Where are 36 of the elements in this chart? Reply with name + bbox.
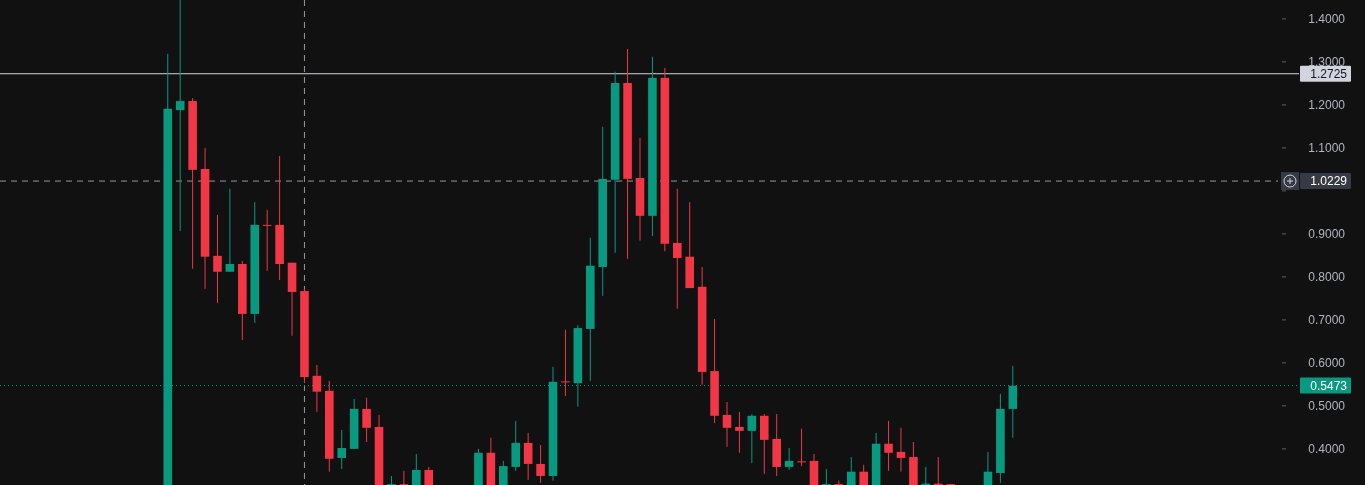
ref-line-label: 0.5473 bbox=[1310, 378, 1348, 393]
y-tick-label: 1.1000 bbox=[1308, 141, 1346, 156]
candlestick bbox=[896, 427, 906, 473]
candlestick bbox=[822, 468, 831, 485]
candlestick bbox=[859, 464, 868, 485]
y-tick-label: 0.8000 bbox=[1308, 270, 1346, 285]
candlestick bbox=[213, 214, 222, 304]
candlestick bbox=[225, 188, 235, 273]
y-tick-label: 1.2000 bbox=[1308, 98, 1346, 113]
candlestick bbox=[424, 466, 434, 485]
y-tick-label: 1.4000 bbox=[1308, 12, 1346, 27]
candlestick bbox=[747, 413, 757, 464]
y-tick-label: 0.4000 bbox=[1308, 442, 1346, 457]
ref-line-label: 1.0229 bbox=[1310, 174, 1348, 189]
y-tick-label: 0.6000 bbox=[1308, 356, 1346, 371]
candlestick bbox=[672, 188, 682, 310]
candlestick bbox=[412, 453, 421, 485]
candlestick bbox=[499, 460, 508, 485]
candlestick bbox=[735, 411, 744, 454]
candlestick bbox=[175, 0, 185, 232]
candlestick bbox=[312, 364, 322, 413]
candlestick bbox=[362, 397, 371, 443]
candlestick bbox=[536, 444, 545, 484]
candlestick bbox=[983, 451, 993, 485]
candlestick bbox=[399, 470, 409, 485]
candlestick bbox=[846, 456, 856, 485]
candlestick bbox=[722, 401, 732, 448]
y-tick-label: 0.9000 bbox=[1308, 227, 1346, 242]
candlestick bbox=[561, 329, 570, 397]
y-tick-label: 0.7000 bbox=[1308, 313, 1346, 328]
candlestick bbox=[784, 447, 794, 471]
y-tick-label: 0.5000 bbox=[1308, 399, 1346, 414]
candlestick bbox=[337, 429, 347, 470]
candlestick bbox=[523, 432, 533, 481]
candlestick bbox=[884, 420, 893, 472]
candlestick bbox=[797, 428, 806, 467]
